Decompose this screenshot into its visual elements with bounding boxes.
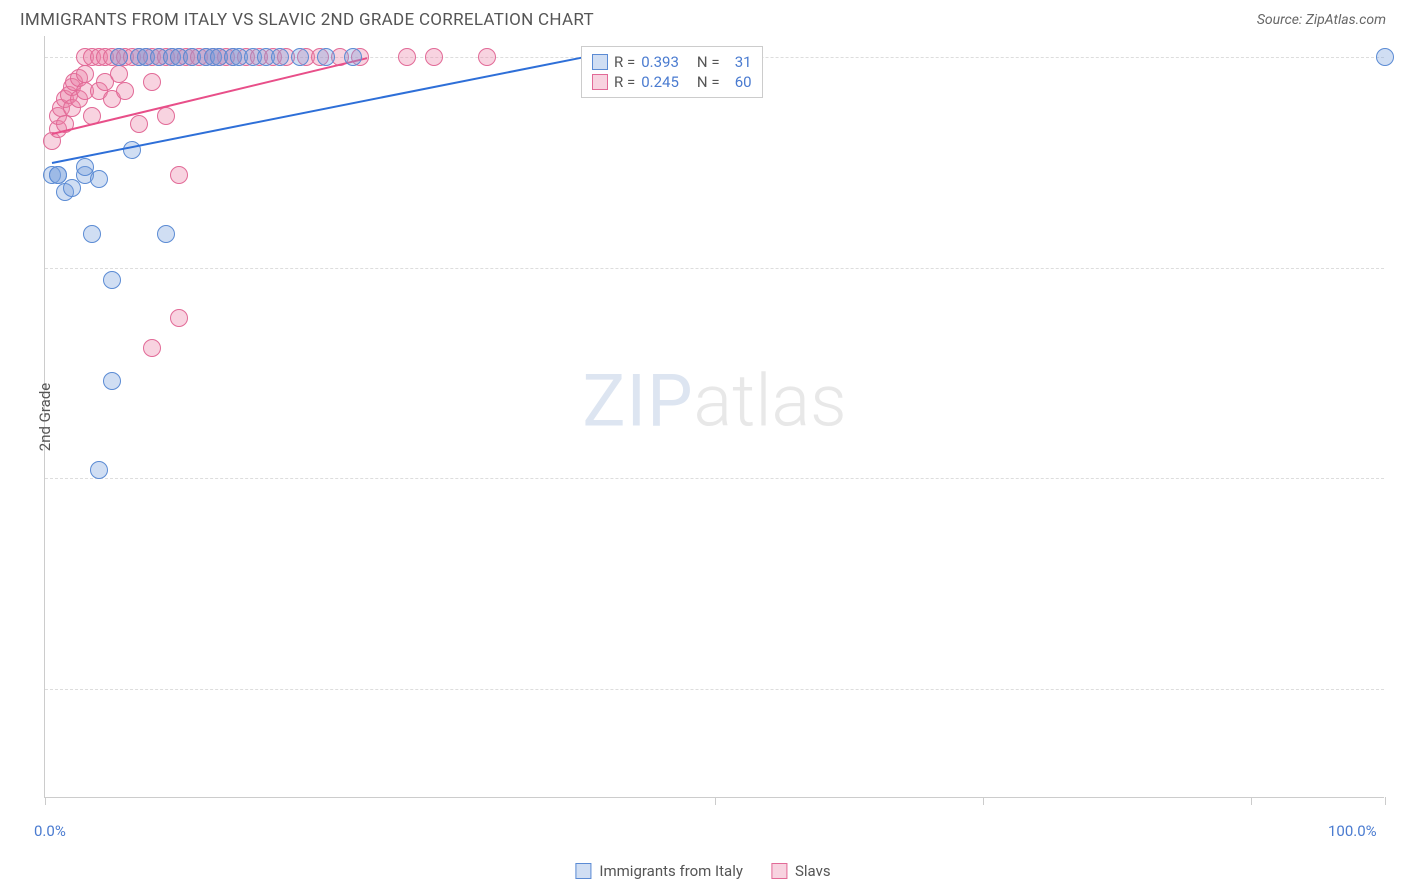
legend-label-slavs: Slavs bbox=[795, 862, 831, 880]
legend-swatch-slavs bbox=[771, 863, 787, 879]
x-tick bbox=[715, 797, 716, 805]
data-point-slavs bbox=[143, 339, 161, 357]
x-tick bbox=[1251, 797, 1252, 805]
data-point-italy bbox=[110, 48, 128, 66]
data-point-italy bbox=[344, 48, 362, 66]
gridline bbox=[45, 689, 1384, 690]
data-point-slavs bbox=[425, 48, 443, 66]
y-tick-label: 92.5% bbox=[1394, 680, 1406, 698]
data-point-italy bbox=[83, 225, 101, 243]
data-point-slavs bbox=[157, 107, 175, 125]
data-point-italy bbox=[123, 141, 141, 159]
x-tick-label: 0.0% bbox=[34, 822, 66, 840]
data-point-italy bbox=[90, 461, 108, 479]
r-value: 0.393 bbox=[641, 53, 687, 71]
data-point-italy bbox=[103, 372, 121, 390]
data-point-italy bbox=[103, 271, 121, 289]
swatch-icon bbox=[592, 54, 608, 70]
r-value: 0.245 bbox=[641, 73, 687, 91]
n-value: 31 bbox=[726, 53, 752, 71]
source-name: ZipAtlas.com bbox=[1306, 12, 1386, 28]
data-point-slavs bbox=[398, 48, 416, 66]
data-point-slavs bbox=[76, 65, 94, 83]
data-point-slavs bbox=[170, 166, 188, 184]
x-tick bbox=[1385, 797, 1386, 805]
data-point-italy bbox=[157, 225, 175, 243]
source-prefix: Source: bbox=[1257, 12, 1306, 28]
r-label: R = bbox=[614, 73, 635, 91]
trend-line-italy bbox=[51, 57, 581, 164]
scatter-plot: 2nd Grade ZIPatlas 92.5%95.0%97.5%100.0%… bbox=[44, 36, 1384, 798]
x-tick bbox=[983, 797, 984, 805]
data-point-slavs bbox=[110, 65, 128, 83]
data-point-slavs bbox=[143, 73, 161, 91]
n-label: N = bbox=[693, 73, 719, 91]
watermark-a: ZIP bbox=[582, 359, 693, 444]
data-point-slavs bbox=[170, 309, 188, 327]
data-point-slavs bbox=[116, 82, 134, 100]
x-tick-label: 100.0% bbox=[1328, 822, 1377, 840]
n-value: 60 bbox=[726, 73, 752, 91]
watermark: ZIPatlas bbox=[582, 359, 846, 444]
legend-item-italy: Immigrants from Italy bbox=[575, 862, 743, 880]
stats-row-italy: R = 0.393 N = 31 bbox=[592, 53, 752, 71]
data-point-slavs bbox=[130, 115, 148, 133]
data-point-italy bbox=[271, 48, 289, 66]
chart-title: IMMIGRANTS FROM ITALY VS SLAVIC 2ND GRAD… bbox=[20, 10, 594, 30]
legend-label-italy: Immigrants from Italy bbox=[599, 862, 743, 880]
legend: Immigrants from Italy Slavs bbox=[575, 862, 830, 880]
legend-item-slavs: Slavs bbox=[771, 862, 831, 880]
swatch-icon bbox=[592, 74, 608, 90]
data-point-italy bbox=[1376, 48, 1394, 66]
n-label: N = bbox=[693, 53, 719, 71]
y-axis-label: 2nd Grade bbox=[36, 382, 54, 450]
watermark-b: atlas bbox=[694, 359, 847, 444]
r-label: R = bbox=[614, 53, 635, 71]
data-point-italy bbox=[90, 170, 108, 188]
data-point-italy bbox=[291, 48, 309, 66]
stats-row-slavs: R = 0.245 N = 60 bbox=[592, 73, 752, 91]
y-tick-label: 97.5% bbox=[1394, 259, 1406, 277]
gridline bbox=[45, 268, 1384, 269]
y-tick-label: 95.0% bbox=[1394, 469, 1406, 487]
stats-box: R = 0.393 N = 31 R = 0.245 N = 60 bbox=[581, 46, 763, 98]
source-label: Source: ZipAtlas.com bbox=[1257, 12, 1386, 28]
x-tick bbox=[45, 797, 46, 805]
data-point-italy bbox=[317, 48, 335, 66]
legend-swatch-italy bbox=[575, 863, 591, 879]
gridline bbox=[45, 478, 1384, 479]
y-tick-label: 100.0% bbox=[1394, 48, 1406, 66]
data-point-slavs bbox=[478, 48, 496, 66]
